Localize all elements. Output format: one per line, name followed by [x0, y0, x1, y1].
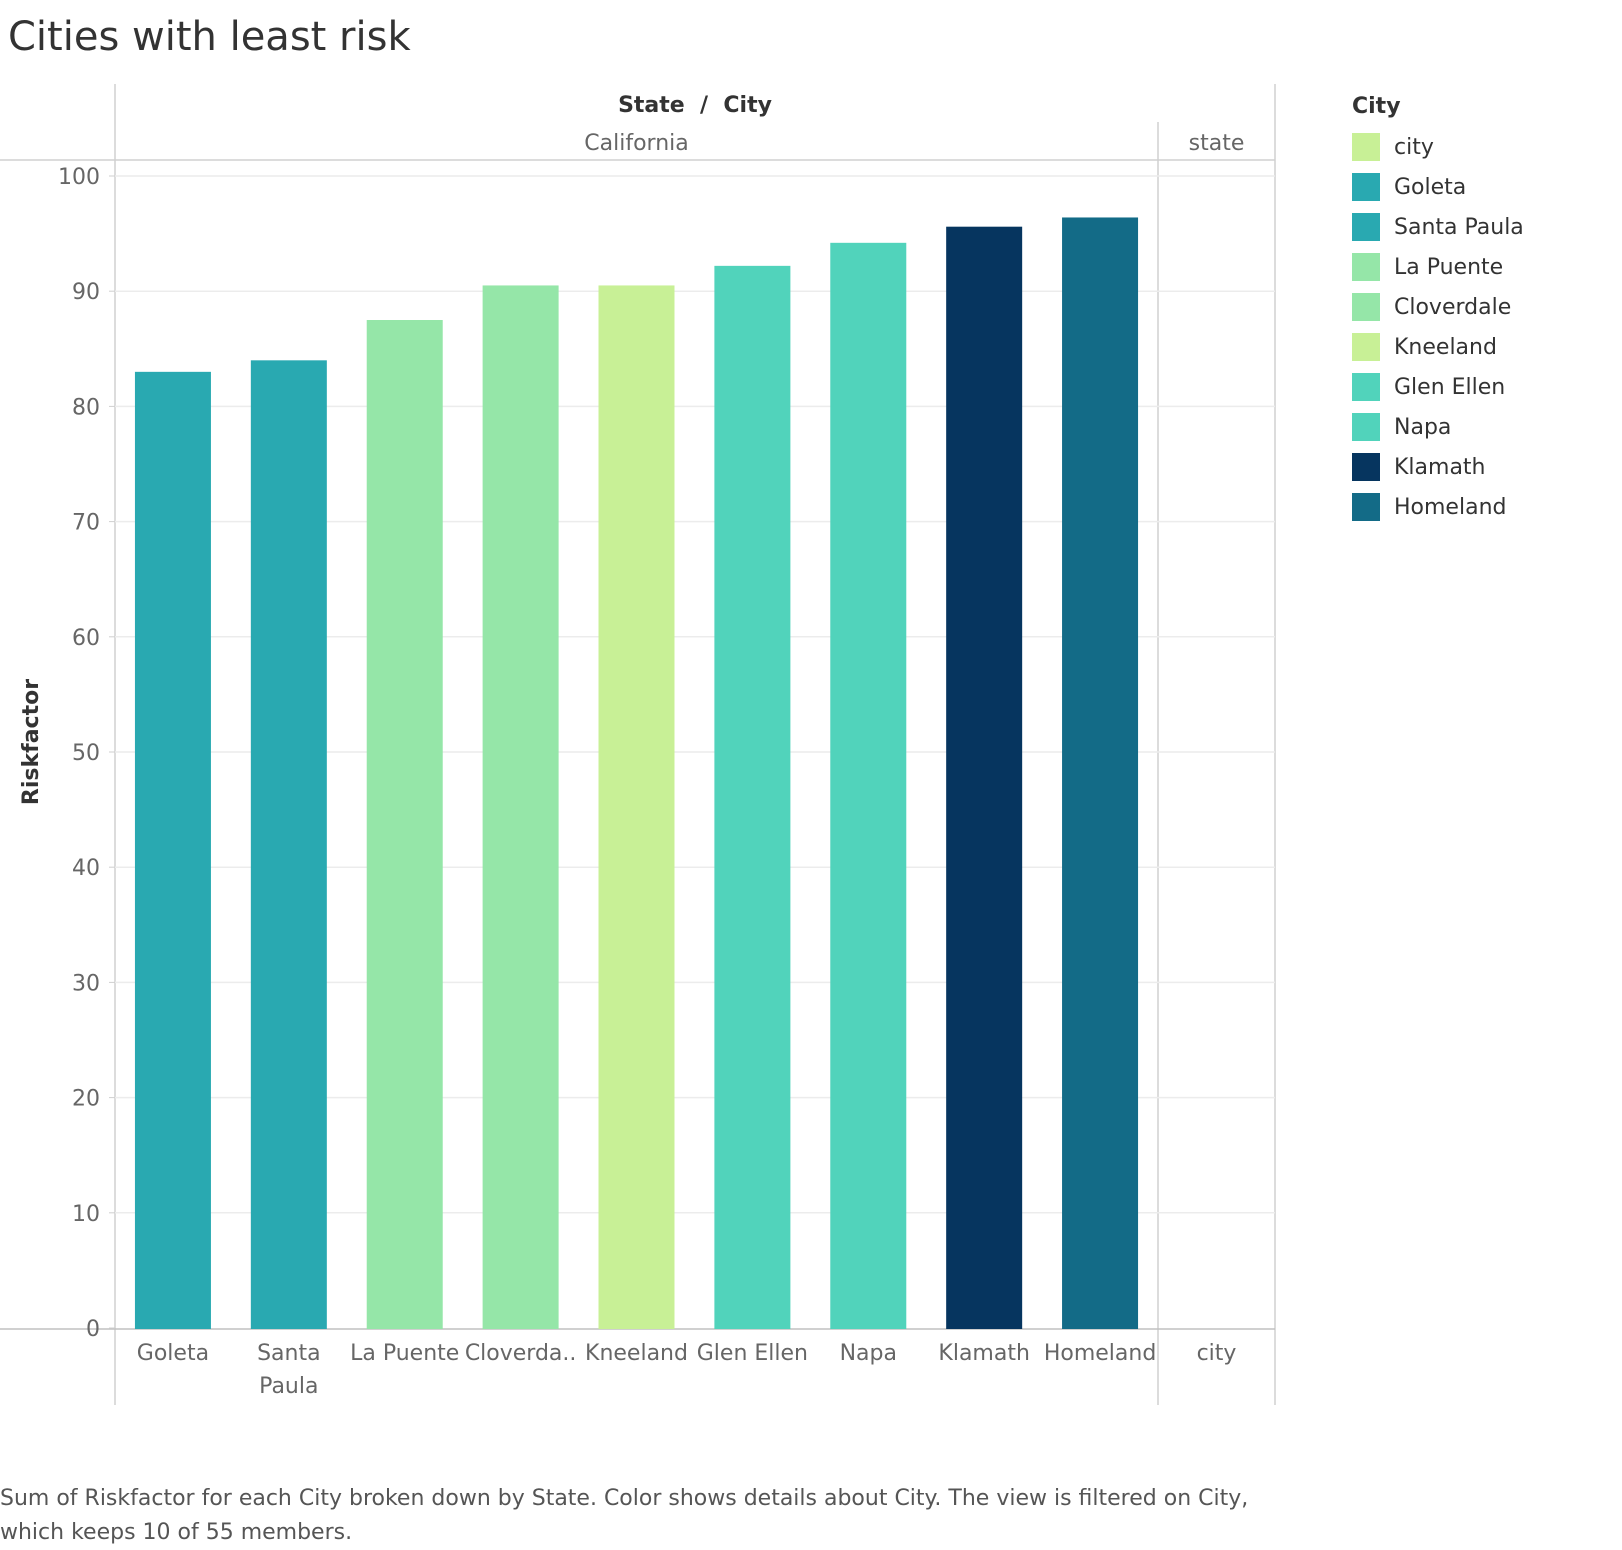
bar — [714, 265, 791, 1330]
chart-frame — [0, 84, 1276, 1405]
x-tick-label: Kneeland — [585, 1341, 688, 1366]
legend-item[interactable]: Goleta — [1352, 167, 1524, 207]
legend-label: Goleta — [1394, 174, 1467, 200]
y-axis: 0 10 20 30 40 50 60 70 80 90 100 — [58, 165, 115, 1342]
legend-label: Cloverdale — [1394, 294, 1512, 320]
legend-item[interactable]: Napa — [1352, 407, 1524, 447]
legend-item[interactable]: Kneeland — [1352, 327, 1524, 367]
legend-item[interactable]: Santa Paula — [1352, 207, 1524, 247]
bar — [482, 285, 559, 1330]
chart-area: 0 10 20 30 40 50 60 70 80 90 100 California state Go… — [0, 84, 1276, 1405]
y-tick-label: 70 — [72, 511, 100, 536]
y-tick-label: 80 — [72, 395, 100, 420]
bar — [1062, 217, 1139, 1329]
legend-title: City — [1352, 94, 1401, 119]
y-tick-label: 60 — [72, 626, 100, 651]
legend-label: Santa Paula — [1394, 214, 1524, 240]
x-tick-label: Glen Ellen — [697, 1341, 808, 1366]
legend-swatch — [1352, 493, 1380, 521]
bar — [134, 371, 211, 1330]
y-tick-label: 100 — [58, 165, 100, 190]
legend-item[interactable]: Klamath — [1352, 447, 1524, 487]
bars — [134, 217, 1139, 1330]
legend-swatch — [1352, 293, 1380, 321]
legend-label: Glen Ellen — [1394, 374, 1506, 400]
x-tick-label: La Puente — [350, 1341, 459, 1366]
legend-items: city Goleta Santa Paula La Puente Cloverdale… — [1352, 127, 1524, 527]
y-axis-label: Riskfactor — [19, 679, 44, 805]
y-tick-label: 0 — [86, 1317, 100, 1342]
legend: City city Goleta Santa Paula La Puente Clove… — [1352, 94, 1524, 527]
bar — [598, 285, 675, 1330]
y-tick-label: 40 — [72, 856, 100, 881]
legend-swatch — [1352, 173, 1380, 201]
legend-swatch — [1352, 133, 1380, 161]
bar — [366, 320, 443, 1329]
chart-title: Cities with least risk — [8, 14, 411, 60]
legend-label: La Puente — [1394, 254, 1504, 280]
x-tick-label: Santa Paula — [257, 1341, 321, 1399]
legend-label: Klamath — [1394, 454, 1486, 480]
legend-label: city — [1394, 134, 1434, 160]
bar — [250, 360, 327, 1329]
x-tick-label: Goleta — [137, 1341, 209, 1366]
x-tick-label: Klamath — [938, 1341, 1030, 1366]
legend-item[interactable]: city — [1352, 127, 1524, 167]
x-tick-label: Homeland — [1044, 1341, 1156, 1366]
bar — [830, 242, 907, 1329]
legend-swatch — [1352, 373, 1380, 401]
legend-label: Kneeland — [1394, 334, 1497, 360]
y-tick-label: 50 — [72, 741, 100, 766]
legend-swatch — [1352, 413, 1380, 441]
x-tick-label: Cloverda.. — [465, 1341, 577, 1366]
x-tick-label: Napa — [840, 1341, 897, 1366]
legend-swatch — [1352, 333, 1380, 361]
x-axis: California state Goleta Santa Paula La Puente… — [137, 131, 1245, 1399]
legend-label: Homeland — [1394, 494, 1507, 520]
legend-item[interactable]: Cloverdale — [1352, 287, 1524, 327]
legend-item[interactable]: La Puente — [1352, 247, 1524, 287]
y-tick-label: 10 — [72, 1202, 100, 1227]
legend-item[interactable]: Homeland — [1352, 487, 1524, 527]
legend-swatch — [1352, 453, 1380, 481]
y-tick-label: 90 — [72, 280, 100, 305]
chart-caption: Sum of Riskfactor for each City broken d… — [0, 1486, 1249, 1545]
legend-swatch — [1352, 213, 1380, 241]
group-label: California — [584, 131, 688, 156]
y-tick-label: 20 — [72, 1087, 100, 1112]
group-label: state — [1189, 131, 1245, 156]
legend-item[interactable]: Glen Ellen — [1352, 367, 1524, 407]
bar — [946, 226, 1023, 1330]
x-tick-label: city — [1197, 1341, 1237, 1366]
y-tick-label: 30 — [72, 971, 100, 996]
column-header: State / City — [618, 93, 772, 118]
legend-label: Napa — [1394, 414, 1452, 440]
legend-swatch — [1352, 253, 1380, 281]
